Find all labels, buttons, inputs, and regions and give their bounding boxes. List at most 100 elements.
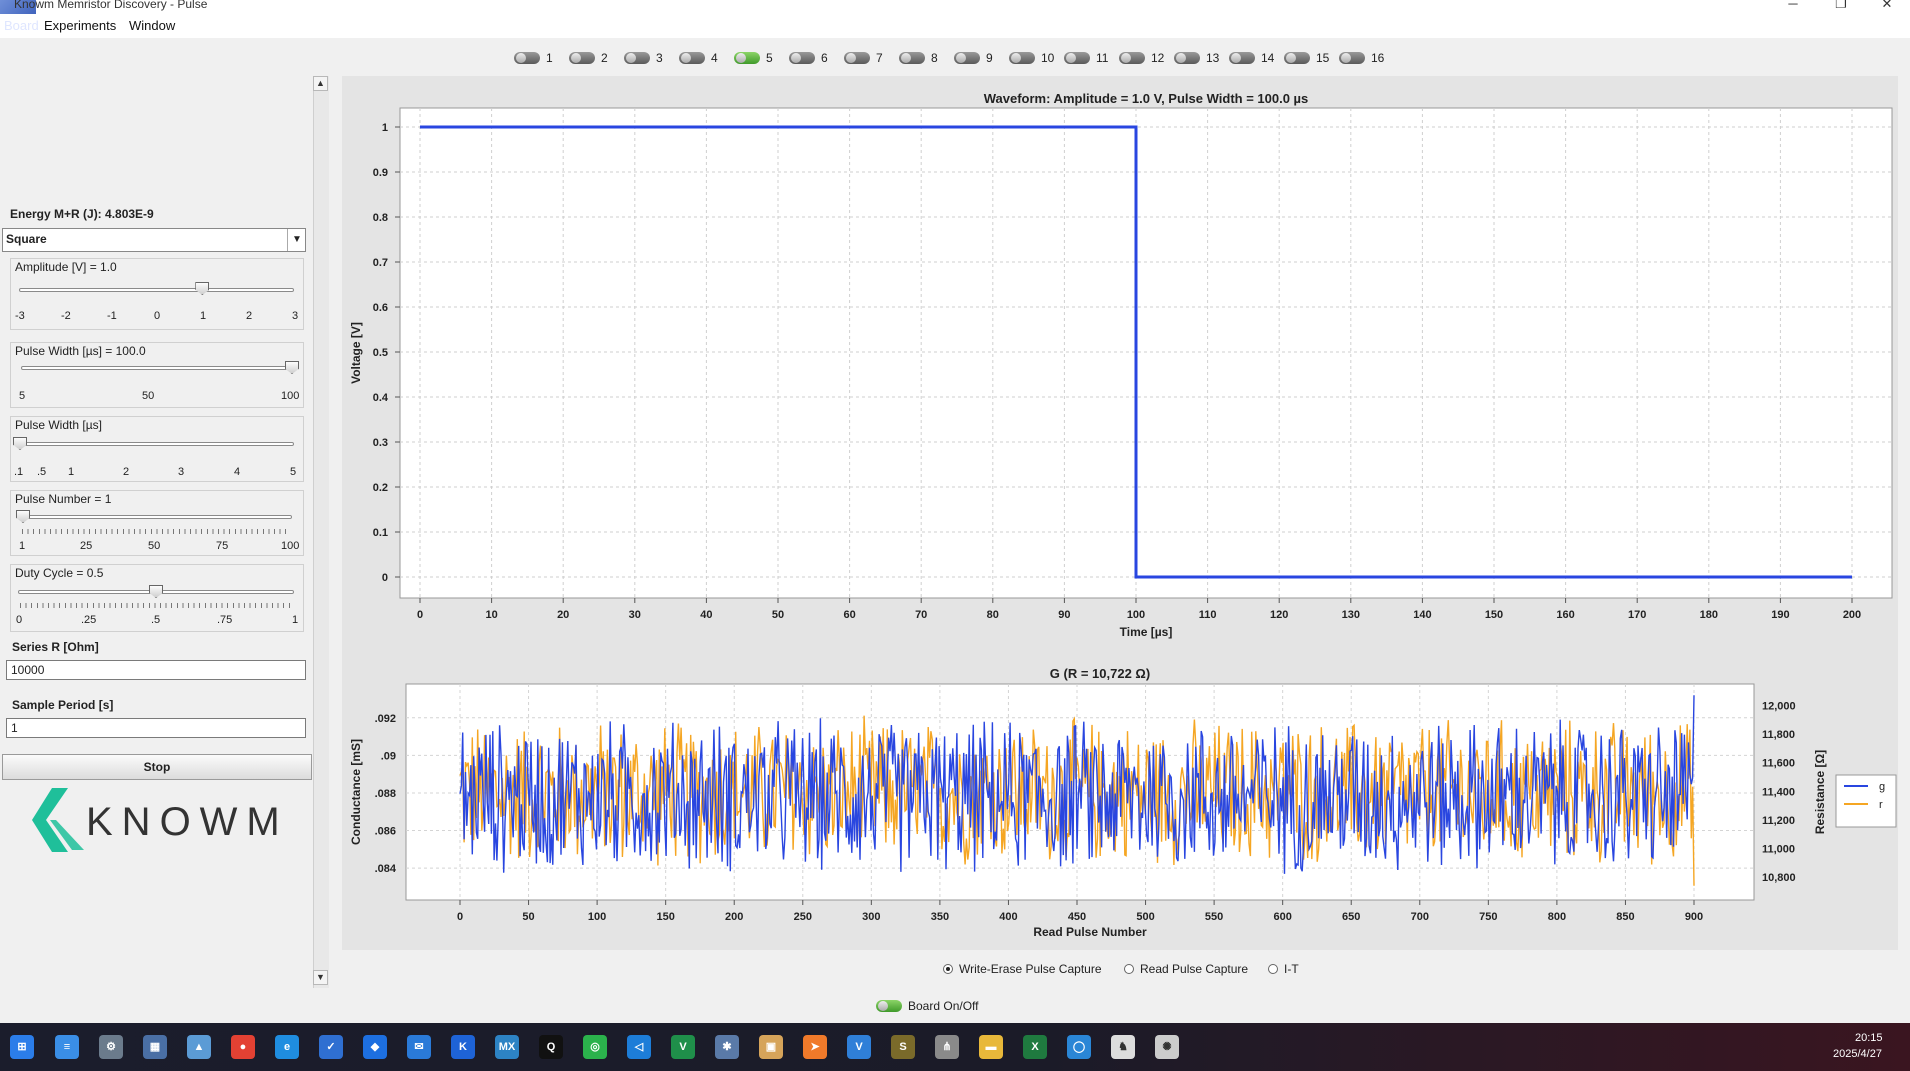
capture-mode-radio-0[interactable]: Write-Erase Pulse Capture xyxy=(943,962,1102,976)
notes-icon[interactable]: ▣ xyxy=(759,1035,783,1059)
pulse-width-fine-slider-track[interactable] xyxy=(18,442,294,446)
globe-icon[interactable]: ◯ xyxy=(1067,1035,1091,1059)
vscode-icon[interactable]: ◁ xyxy=(627,1035,651,1059)
radio-circle-icon[interactable] xyxy=(943,964,953,974)
mx-icon[interactable]: MX xyxy=(495,1035,519,1059)
menu-board[interactable]: Board xyxy=(4,18,39,33)
toggle-switch-icon[interactable] xyxy=(679,52,705,64)
v-icon[interactable]: V xyxy=(847,1035,871,1059)
pulse-number-slider[interactable] xyxy=(16,510,30,523)
toggle-switch-icon[interactable] xyxy=(624,52,650,64)
chess-icon[interactable]: ♞ xyxy=(1111,1035,1135,1059)
channel-13-toggle[interactable]: 13 xyxy=(1174,50,1219,66)
toggle-switch-icon[interactable] xyxy=(899,52,925,64)
channel-11-toggle[interactable]: 11 xyxy=(1064,50,1108,66)
channel-8-toggle[interactable]: 8 xyxy=(899,50,938,66)
amplitude-slider-track[interactable] xyxy=(19,288,294,292)
waveform-select[interactable] xyxy=(2,228,306,252)
edge-icon[interactable]: e xyxy=(275,1035,299,1059)
notepad-icon[interactable]: ≡ xyxy=(55,1035,79,1059)
duty-cycle-slider[interactable] xyxy=(149,585,163,598)
pulse-number-slider-track[interactable] xyxy=(20,515,292,519)
photos-icon[interactable]: ▲ xyxy=(187,1035,211,1059)
x-tick-label: 450 xyxy=(1068,911,1086,923)
calculator-icon[interactable]: ▦ xyxy=(143,1035,167,1059)
x-tick-label: 150 xyxy=(656,911,674,923)
scroll-down-icon[interactable]: ▼ xyxy=(313,970,328,985)
toggle-switch-icon[interactable] xyxy=(1339,52,1365,64)
channel-6-toggle[interactable]: 6 xyxy=(789,50,828,66)
channel-9-toggle[interactable]: 9 xyxy=(954,50,993,66)
toggle-switch-icon[interactable] xyxy=(1009,52,1035,64)
channel-label: 2 xyxy=(601,51,608,65)
series-r-field[interactable]: 10000 xyxy=(6,660,306,680)
toggle-switch-icon[interactable] xyxy=(789,52,815,64)
menu-experiments[interactable]: Experiments xyxy=(44,18,117,33)
channel-3-toggle[interactable]: 3 xyxy=(624,50,663,66)
pulse-width-fine-label: Pulse Width [µs] xyxy=(15,418,102,432)
qq-icon[interactable]: Q xyxy=(539,1035,563,1059)
tick-label: 3 xyxy=(292,310,299,322)
vscode-like-icon[interactable]: ✓ xyxy=(319,1035,343,1059)
tools-icon[interactable]: ✱ xyxy=(715,1035,739,1059)
channel-2-toggle[interactable]: 2 xyxy=(569,50,608,66)
clock-date: 2025/4/27 xyxy=(1833,1048,1882,1060)
chrome-icon[interactable]: ● xyxy=(231,1035,255,1059)
minimize-button[interactable]: ─ xyxy=(1788,0,1798,11)
knowm-k-icon[interactable]: K xyxy=(451,1035,475,1059)
channel-4-toggle[interactable]: 4 xyxy=(679,50,718,66)
menu-window[interactable]: Window xyxy=(129,18,176,33)
outlook-icon[interactable]: ✉ xyxy=(407,1035,431,1059)
excel-vs-icon[interactable]: V xyxy=(671,1035,695,1059)
board-toggle[interactable]: Board On/Off xyxy=(876,999,978,1013)
pulse-width-slider-track[interactable] xyxy=(21,366,296,370)
x-tick-label: 400 xyxy=(999,911,1017,923)
toggle-switch-icon[interactable] xyxy=(569,52,595,64)
paper-plane-icon[interactable]: ➤ xyxy=(803,1035,827,1059)
channel-10-toggle[interactable]: 10 xyxy=(1009,50,1054,66)
toggle-switch-icon[interactable] xyxy=(1064,52,1090,64)
toggle-switch-icon[interactable] xyxy=(1174,52,1200,64)
excel-icon[interactable]: X xyxy=(1023,1035,1047,1059)
chevron-down-icon[interactable]: ▼ xyxy=(287,229,306,251)
wechat-icon[interactable]: ◎ xyxy=(583,1035,607,1059)
channel-1-toggle[interactable]: 1 xyxy=(514,50,553,66)
radio-circle-icon[interactable] xyxy=(1124,964,1134,974)
toggle-switch-icon[interactable] xyxy=(1119,52,1145,64)
maximize-button[interactable]: ❐ xyxy=(1835,0,1847,11)
panel-scrollbar[interactable] xyxy=(313,76,329,988)
close-button[interactable]: ✕ xyxy=(1881,0,1893,11)
network-icon[interactable]: ⋔ xyxy=(935,1035,959,1059)
toggle-switch-icon[interactable] xyxy=(734,52,760,64)
settings-icon[interactable]: ⚙ xyxy=(99,1035,123,1059)
channel-14-toggle[interactable]: 14 xyxy=(1229,50,1274,66)
spy-icon[interactable]: S xyxy=(891,1035,915,1059)
capture-mode-radio-1[interactable]: Read Pulse Capture xyxy=(1124,962,1248,976)
scroll-up-icon[interactable]: ▲ xyxy=(313,76,328,91)
windows-start-icon[interactable]: ⊞ xyxy=(10,1035,34,1059)
amplitude-slider[interactable] xyxy=(195,282,210,295)
channel-15-toggle[interactable]: 15 xyxy=(1284,50,1329,66)
feishu-icon[interactable]: ◆ xyxy=(363,1035,387,1059)
tick-label: 0 xyxy=(16,614,23,626)
x-tick-label: 50 xyxy=(522,911,534,923)
channel-12-toggle[interactable]: 12 xyxy=(1119,50,1164,66)
x-tick-label: 40 xyxy=(700,609,712,621)
channel-5-toggle[interactable]: 5 xyxy=(734,50,773,66)
openai-icon[interactable]: ✺ xyxy=(1155,1035,1179,1059)
channel-16-toggle[interactable]: 16 xyxy=(1339,50,1384,66)
toggle-switch-icon[interactable] xyxy=(1229,52,1255,64)
sample-period-field[interactable]: 1 xyxy=(6,718,306,738)
channel-7-toggle[interactable]: 7 xyxy=(844,50,883,66)
capture-mode-radio-2[interactable]: I-T xyxy=(1268,962,1299,976)
toggle-switch-icon[interactable] xyxy=(954,52,980,64)
radio-circle-icon[interactable] xyxy=(1268,964,1278,974)
pulse-width-slider[interactable] xyxy=(285,361,299,374)
stop-button[interactable]: Stop xyxy=(2,754,312,780)
toggle-switch-icon[interactable] xyxy=(514,52,540,64)
pulse-width-fine-slider[interactable] xyxy=(13,437,27,450)
toggle-switch-icon[interactable] xyxy=(844,52,870,64)
folder-icon[interactable]: ▬ xyxy=(979,1035,1003,1059)
toggle-switch-icon[interactable] xyxy=(1284,52,1310,64)
board-toggle-switch[interactable] xyxy=(876,1000,902,1012)
